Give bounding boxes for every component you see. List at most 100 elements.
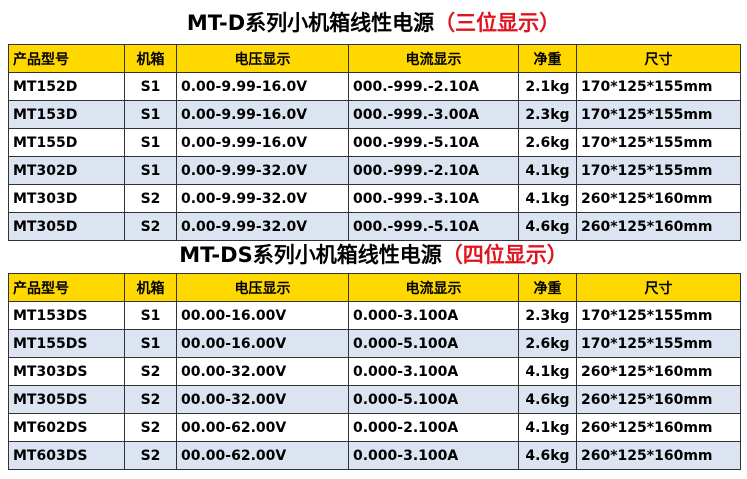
table-row: MT305DS S2 00.00-32.00V 0.000-5.100A 4.6… [8, 385, 741, 414]
cell-weight: 4.1kg [518, 156, 577, 185]
table1: 产品型号 机箱 电压显示 电流显示 净重 尺寸 MT152D S1 0.00-9… [8, 44, 741, 241]
table-row: MT303DS S2 00.00-32.00V 0.000-3.100A 4.1… [8, 357, 741, 386]
table2-title: MT-DS系列小机箱线性电源（四位显示） [0, 240, 747, 270]
cell-model: MT155D [8, 128, 125, 157]
cell-size: 170*125*155mm [576, 156, 741, 185]
header-weight: 净重 [518, 44, 577, 73]
cell-model: MT303DS [8, 357, 125, 386]
table2-title-paren: （四位显示） [441, 243, 568, 267]
cell-current: 0.000-5.100A [348, 329, 519, 358]
header-voltage: 电压显示 [176, 44, 349, 73]
table-row: MT152D S1 0.00-9.99-16.0V 000.-999.-2.10… [8, 72, 741, 101]
cell-model: MT305D [8, 212, 125, 241]
cell-current: 000.-999.-2.10A [348, 72, 519, 101]
cell-current: 000.-999.-2.10A [348, 156, 519, 185]
header-chassis: 机箱 [124, 273, 177, 302]
cell-weight: 4.1kg [518, 413, 577, 442]
cell-weight: 4.6kg [518, 441, 577, 470]
cell-current: 000.-999.-5.10A [348, 128, 519, 157]
table-row: MT602DS S2 00.00-62.00V 0.000-2.100A 4.1… [8, 413, 741, 442]
cell-weight: 4.1kg [518, 184, 577, 213]
cell-model: MT602DS [8, 413, 125, 442]
table-row: MT302D S1 0.00-9.99-32.0V 000.-999.-2.10… [8, 156, 741, 185]
cell-size: 170*125*155mm [576, 128, 741, 157]
cell-voltage: 0.00-9.99-16.0V [176, 128, 349, 157]
cell-voltage: 0.00-9.99-32.0V [176, 212, 349, 241]
table-row: MT303D S2 0.00-9.99-32.0V 000.-999.-3.10… [8, 184, 741, 213]
table-row: MT305D S2 0.00-9.99-32.0V 000.-999.-5.10… [8, 212, 741, 241]
cell-model: MT152D [8, 72, 125, 101]
table2-header-row: 产品型号 机箱 电压显示 电流显示 净重 尺寸 [8, 273, 741, 302]
cell-current: 000.-999.-3.00A [348, 100, 519, 129]
header-chassis: 机箱 [124, 44, 177, 73]
cell-chassis: S1 [124, 329, 177, 358]
cell-size: 260*125*160mm [576, 212, 741, 241]
cell-weight: 2.6kg [518, 128, 577, 157]
table1-title-main: MT-D系列小机箱线性电源 [186, 11, 435, 35]
cell-chassis: S2 [124, 385, 177, 414]
table-row: MT603DS S2 00.00-62.00V 0.000-3.100A 4.6… [8, 441, 741, 470]
cell-voltage: 00.00-16.00V [176, 329, 349, 358]
cell-model: MT303D [8, 184, 125, 213]
cell-current: 0.000-3.100A [348, 441, 519, 470]
cell-chassis: S1 [124, 156, 177, 185]
cell-voltage: 0.00-9.99-32.0V [176, 184, 349, 213]
cell-weight: 4.6kg [518, 212, 577, 241]
table-row: MT155D S1 0.00-9.99-16.0V 000.-999.-5.10… [8, 128, 741, 157]
cell-current: 000.-999.-3.10A [348, 184, 519, 213]
cell-weight: 4.1kg [518, 357, 577, 386]
cell-voltage: 00.00-32.00V [176, 357, 349, 386]
table1-title-paren: （三位显示） [434, 11, 561, 35]
cell-model: MT302D [8, 156, 125, 185]
table1-title: MT-D系列小机箱线性电源（三位显示） [0, 8, 747, 38]
cell-model: MT603DS [8, 441, 125, 470]
cell-current: 0.000-3.100A [348, 357, 519, 386]
table1-header-row: 产品型号 机箱 电压显示 电流显示 净重 尺寸 [8, 44, 741, 73]
header-size: 尺寸 [576, 44, 741, 73]
cell-model: MT155DS [8, 329, 125, 358]
cell-chassis: S2 [124, 212, 177, 241]
cell-chassis: S2 [124, 357, 177, 386]
cell-voltage: 00.00-62.00V [176, 441, 349, 470]
cell-current: 0.000-5.100A [348, 385, 519, 414]
cell-current: 0.000-2.100A [348, 413, 519, 442]
header-size: 尺寸 [576, 273, 741, 302]
cell-voltage: 00.00-16.00V [176, 301, 349, 330]
cell-size: 170*125*155mm [576, 329, 741, 358]
cell-weight: 2.6kg [518, 329, 577, 358]
cell-chassis: S2 [124, 441, 177, 470]
header-current: 电流显示 [348, 44, 519, 73]
cell-chassis: S1 [124, 128, 177, 157]
header-current: 电流显示 [348, 273, 519, 302]
cell-voltage: 0.00-9.99-16.0V [176, 72, 349, 101]
cell-voltage: 0.00-9.99-16.0V [176, 100, 349, 129]
cell-model: MT153DS [8, 301, 125, 330]
table-row: MT153DS S1 00.00-16.00V 0.000-3.100A 2.3… [8, 301, 741, 330]
cell-size: 260*125*160mm [576, 184, 741, 213]
table2: 产品型号 机箱 电压显示 电流显示 净重 尺寸 MT153DS S1 00.00… [8, 273, 741, 470]
cell-size: 170*125*155mm [576, 100, 741, 129]
cell-size: 260*125*160mm [576, 441, 741, 470]
cell-weight: 2.1kg [518, 72, 577, 101]
cell-chassis: S2 [124, 413, 177, 442]
header-model: 产品型号 [8, 44, 125, 73]
table-row: MT155DS S1 00.00-16.00V 0.000-5.100A 2.6… [8, 329, 741, 358]
cell-model: MT305DS [8, 385, 125, 414]
header-voltage: 电压显示 [176, 273, 349, 302]
cell-voltage: 00.00-62.00V [176, 413, 349, 442]
cell-chassis: S1 [124, 100, 177, 129]
cell-voltage: 0.00-9.99-32.0V [176, 156, 349, 185]
header-weight: 净重 [518, 273, 577, 302]
cell-voltage: 00.00-32.00V [176, 385, 349, 414]
table2-title-main: MT-DS系列小机箱线性电源 [179, 243, 442, 267]
cell-weight: 2.3kg [518, 100, 577, 129]
cell-chassis: S2 [124, 184, 177, 213]
cell-current: 0.000-3.100A [348, 301, 519, 330]
cell-size: 260*125*160mm [576, 385, 741, 414]
cell-current: 000.-999.-5.10A [348, 212, 519, 241]
cell-weight: 4.6kg [518, 385, 577, 414]
header-model: 产品型号 [8, 273, 125, 302]
cell-chassis: S1 [124, 72, 177, 101]
cell-size: 170*125*155mm [576, 301, 741, 330]
